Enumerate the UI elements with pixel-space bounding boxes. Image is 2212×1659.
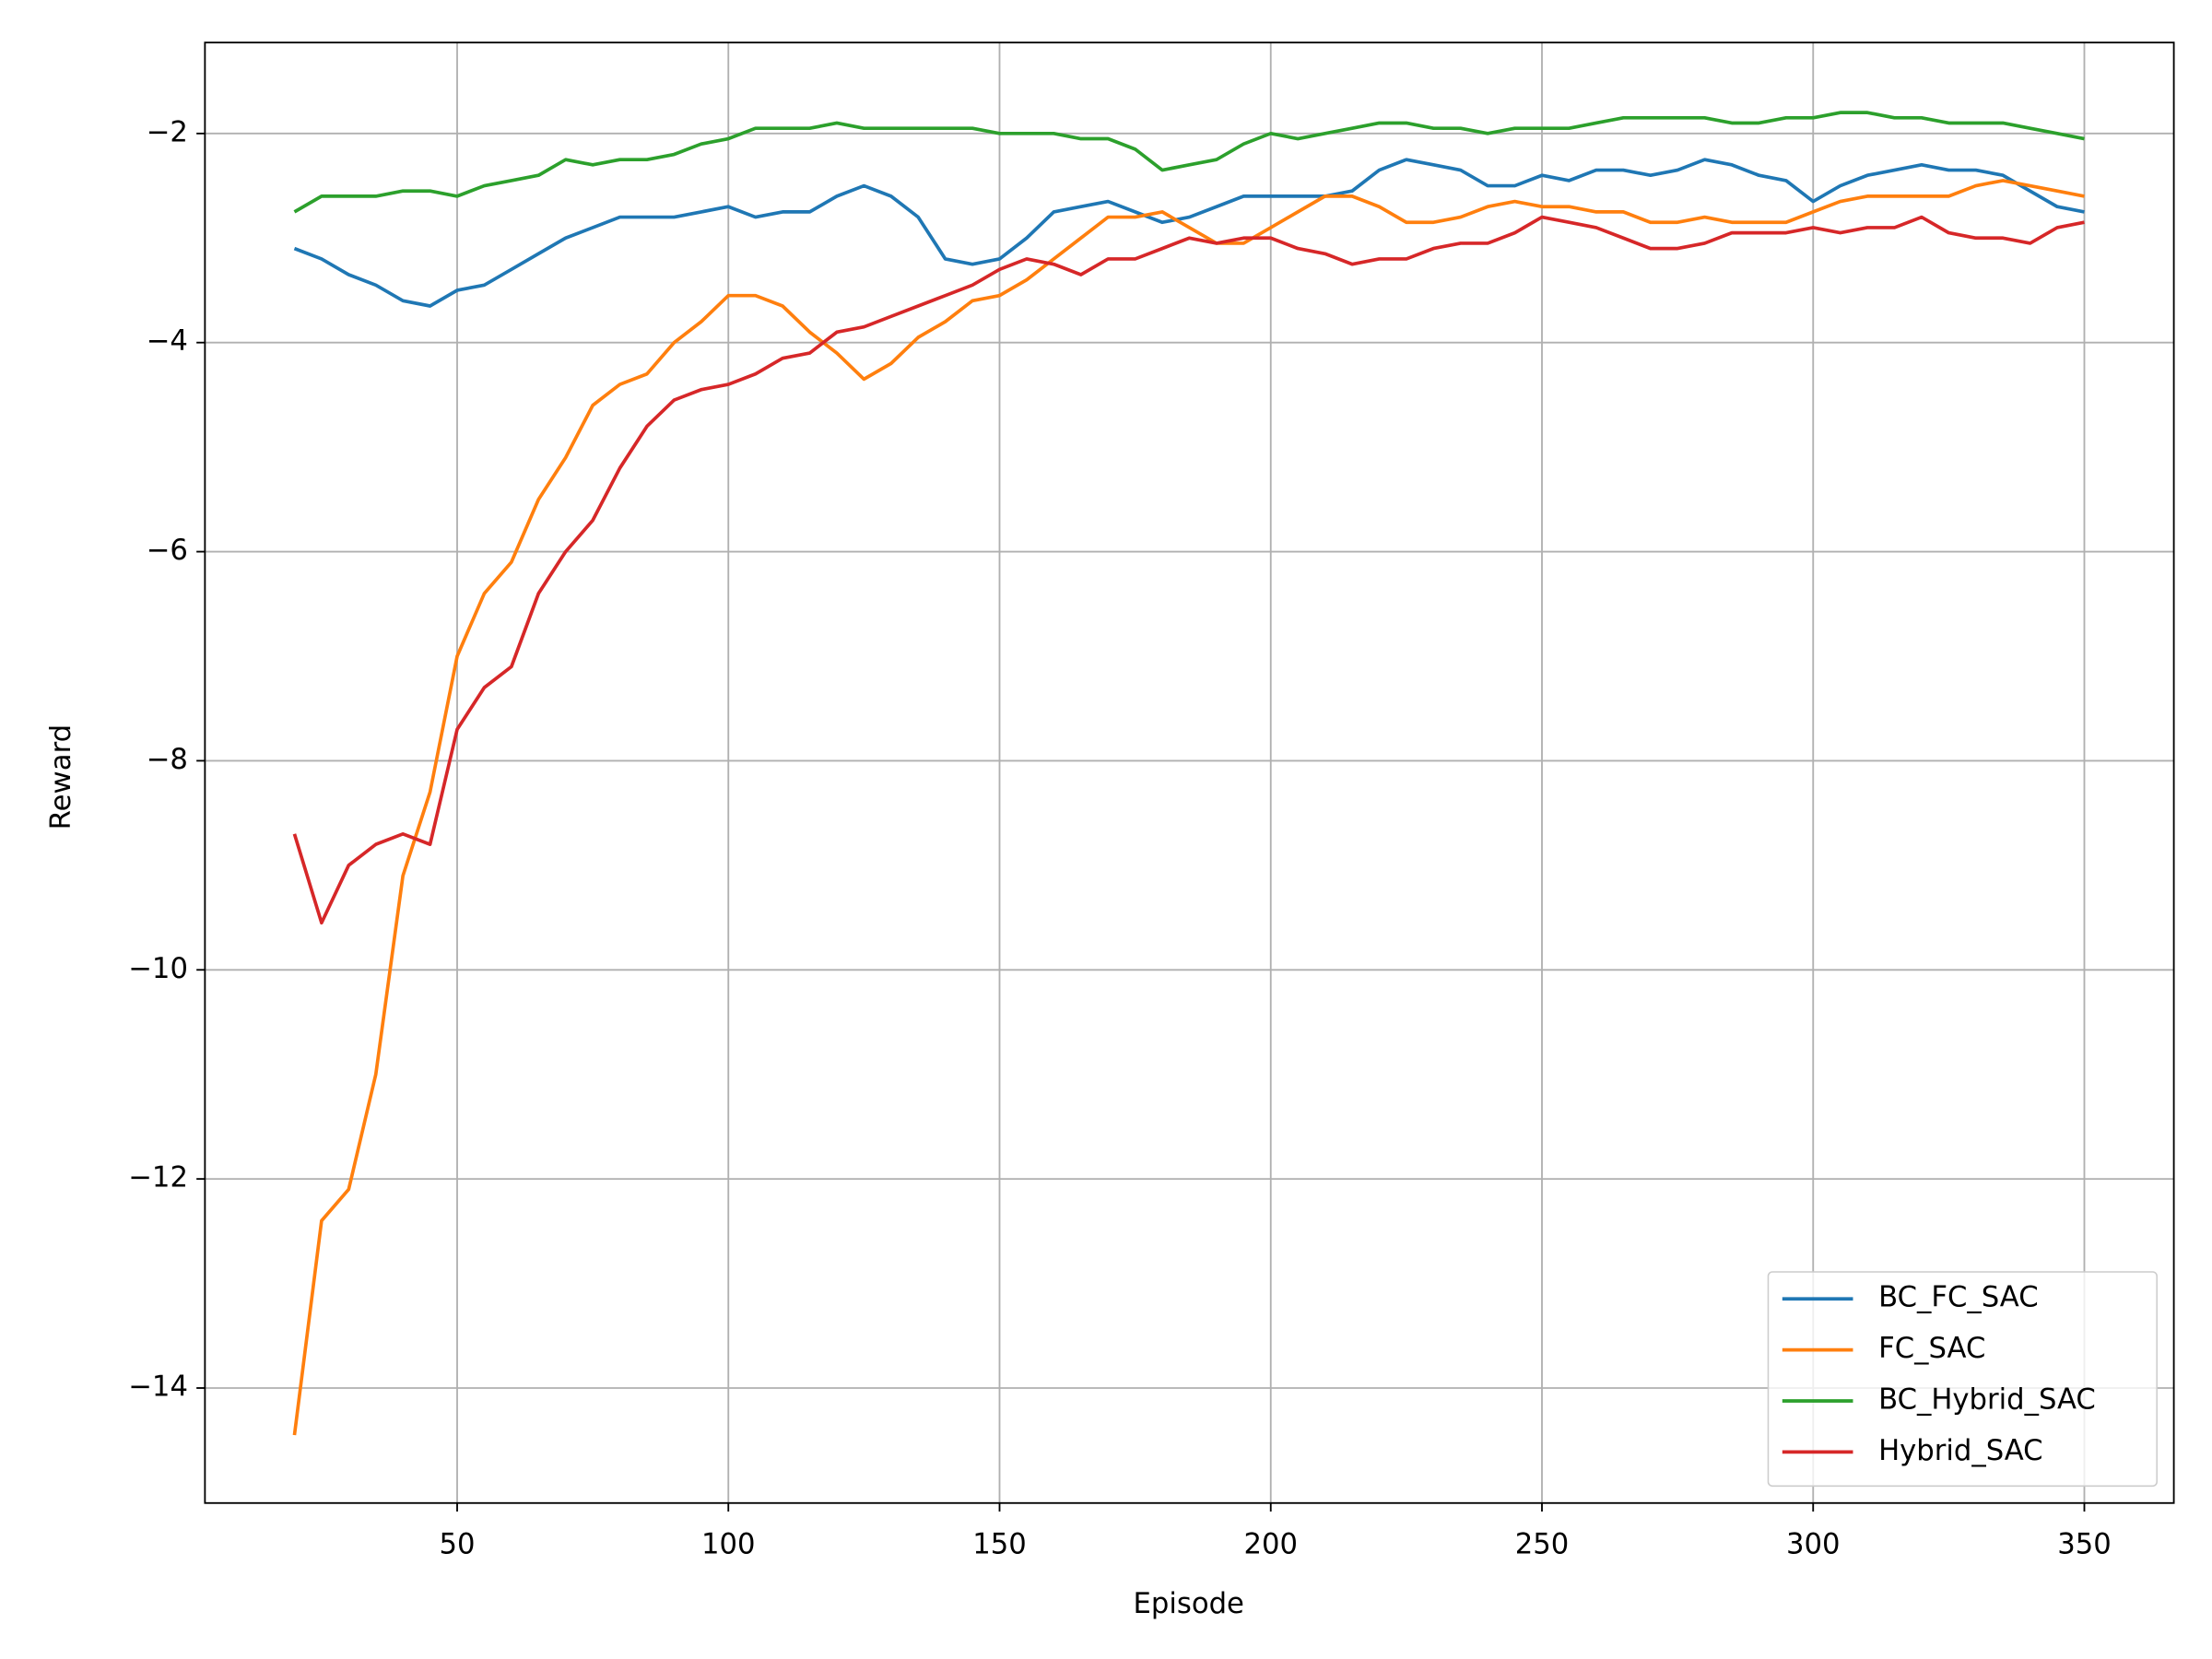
series-line	[293, 158, 2085, 308]
legend-label: BC_FC_SAC	[1878, 1281, 2039, 1314]
legend-label: Hybrid_SAC	[1878, 1434, 2043, 1467]
y-axis-label: Reward	[44, 724, 77, 830]
series-line	[293, 111, 2085, 214]
y-tick-label: −4	[147, 324, 188, 358]
ticks: 50 100 150 200 250 300 350 −14 −12 −10 −8 −6 −4 −2	[128, 115, 2112, 1560]
y-tick-label: −10	[128, 952, 188, 985]
series-line	[292, 215, 2085, 925]
legend-label: BC_Hybrid_SAC	[1878, 1382, 2096, 1416]
y-tick-label: −12	[128, 1161, 188, 1194]
x-tick-label: 250	[1515, 1527, 1570, 1560]
x-axis-label: Episode	[1133, 1587, 1243, 1620]
y-tick-label: −2	[147, 115, 188, 148]
y-tick-label: −6	[147, 534, 188, 567]
y-tick-label: −14	[128, 1370, 188, 1403]
x-tick-label: 200	[1243, 1527, 1298, 1560]
grid	[205, 42, 2174, 1503]
x-tick-label: 100	[701, 1527, 756, 1560]
series-line	[292, 179, 2085, 1436]
legend-label: FC_SAC	[1878, 1332, 1985, 1365]
legend-box	[1767, 1271, 2158, 1488]
plot-frame	[204, 41, 2175, 1504]
x-tick-label: 150	[972, 1527, 1027, 1560]
x-tick-label: 350	[2057, 1527, 2112, 1560]
x-tick-label: 300	[1786, 1527, 1841, 1560]
x-tick-label: 50	[439, 1527, 475, 1560]
legend: BC_FC_SAC FC_SAC BC_Hybrid_SAC Hybrid_SAC	[1767, 1271, 2158, 1488]
lines	[292, 111, 2085, 1436]
y-tick-label: −8	[147, 743, 188, 776]
